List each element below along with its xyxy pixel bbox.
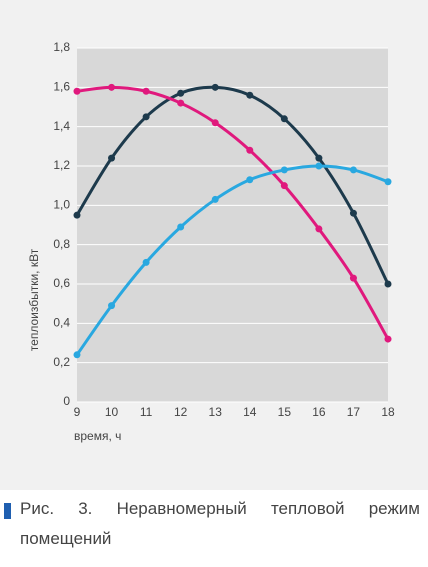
data-point: [177, 99, 185, 107]
x-tick-label: 9: [74, 405, 81, 419]
x-tick-label: 13: [209, 405, 223, 419]
data-point: [315, 154, 323, 162]
data-point: [315, 162, 323, 170]
data-point: [349, 166, 357, 174]
y-tick-label: 1,6: [53, 80, 70, 94]
data-point: [246, 91, 254, 99]
data-point: [211, 83, 219, 91]
x-tick-label: 15: [278, 405, 292, 419]
y-tick-label: 1,4: [53, 119, 70, 133]
y-tick-label: 1,2: [53, 158, 70, 172]
data-point: [280, 115, 288, 123]
data-point: [280, 166, 288, 174]
series-line: [75, 164, 389, 356]
x-tick-label: 11: [140, 405, 153, 419]
x-tick-label: 14: [243, 405, 257, 419]
data-point: [211, 119, 219, 127]
data-point: [246, 146, 254, 154]
data-point: [73, 87, 81, 95]
x-axis-label: время, ч: [74, 429, 121, 443]
y-tick-label: 0,6: [53, 276, 70, 290]
x-tick-label: 17: [347, 405, 361, 419]
data-point: [73, 351, 81, 359]
y-tick-label: 1,0: [53, 198, 70, 212]
series-line: [76, 85, 390, 340]
caption-marker: [4, 503, 11, 519]
data-point: [142, 258, 150, 266]
data-point: [211, 195, 219, 203]
series-line: [75, 85, 390, 285]
y-tick-label: 0,8: [53, 237, 70, 251]
data-point: [384, 178, 392, 186]
data-point: [142, 113, 150, 121]
data-point: [108, 154, 116, 162]
x-tick-label: 10: [105, 405, 119, 419]
y-tick-label: 1,8: [53, 40, 70, 54]
caption: Рис. 3. Неравномерный тепловой режим пом…: [20, 499, 420, 548]
data-point: [280, 182, 288, 190]
data-point: [177, 89, 185, 97]
y-tick-label: 0,2: [53, 355, 70, 369]
x-tick-label: 12: [174, 405, 188, 419]
x-tick-label: 18: [381, 405, 395, 419]
data-point: [108, 83, 116, 91]
data-point: [73, 211, 81, 219]
plot-area: [77, 48, 388, 402]
data-point: [246, 176, 254, 184]
y-tick-label: 0,4: [53, 316, 70, 330]
data-point: [315, 225, 323, 233]
x-tick-label: 16: [312, 405, 326, 419]
data-point: [384, 280, 392, 288]
data-point: [142, 87, 150, 95]
data-point: [384, 335, 392, 343]
data-point: [349, 274, 357, 282]
chart: теплоизбытки, кВт время, ч 0 0,2 0,4 0,6 0,8…: [0, 0, 428, 490]
y-axis-label: теплоизбытки, кВт: [27, 248, 41, 351]
data-point: [177, 223, 185, 231]
y-tick-label: 0: [63, 394, 70, 408]
data-point: [108, 302, 116, 310]
data-point: [349, 209, 357, 217]
